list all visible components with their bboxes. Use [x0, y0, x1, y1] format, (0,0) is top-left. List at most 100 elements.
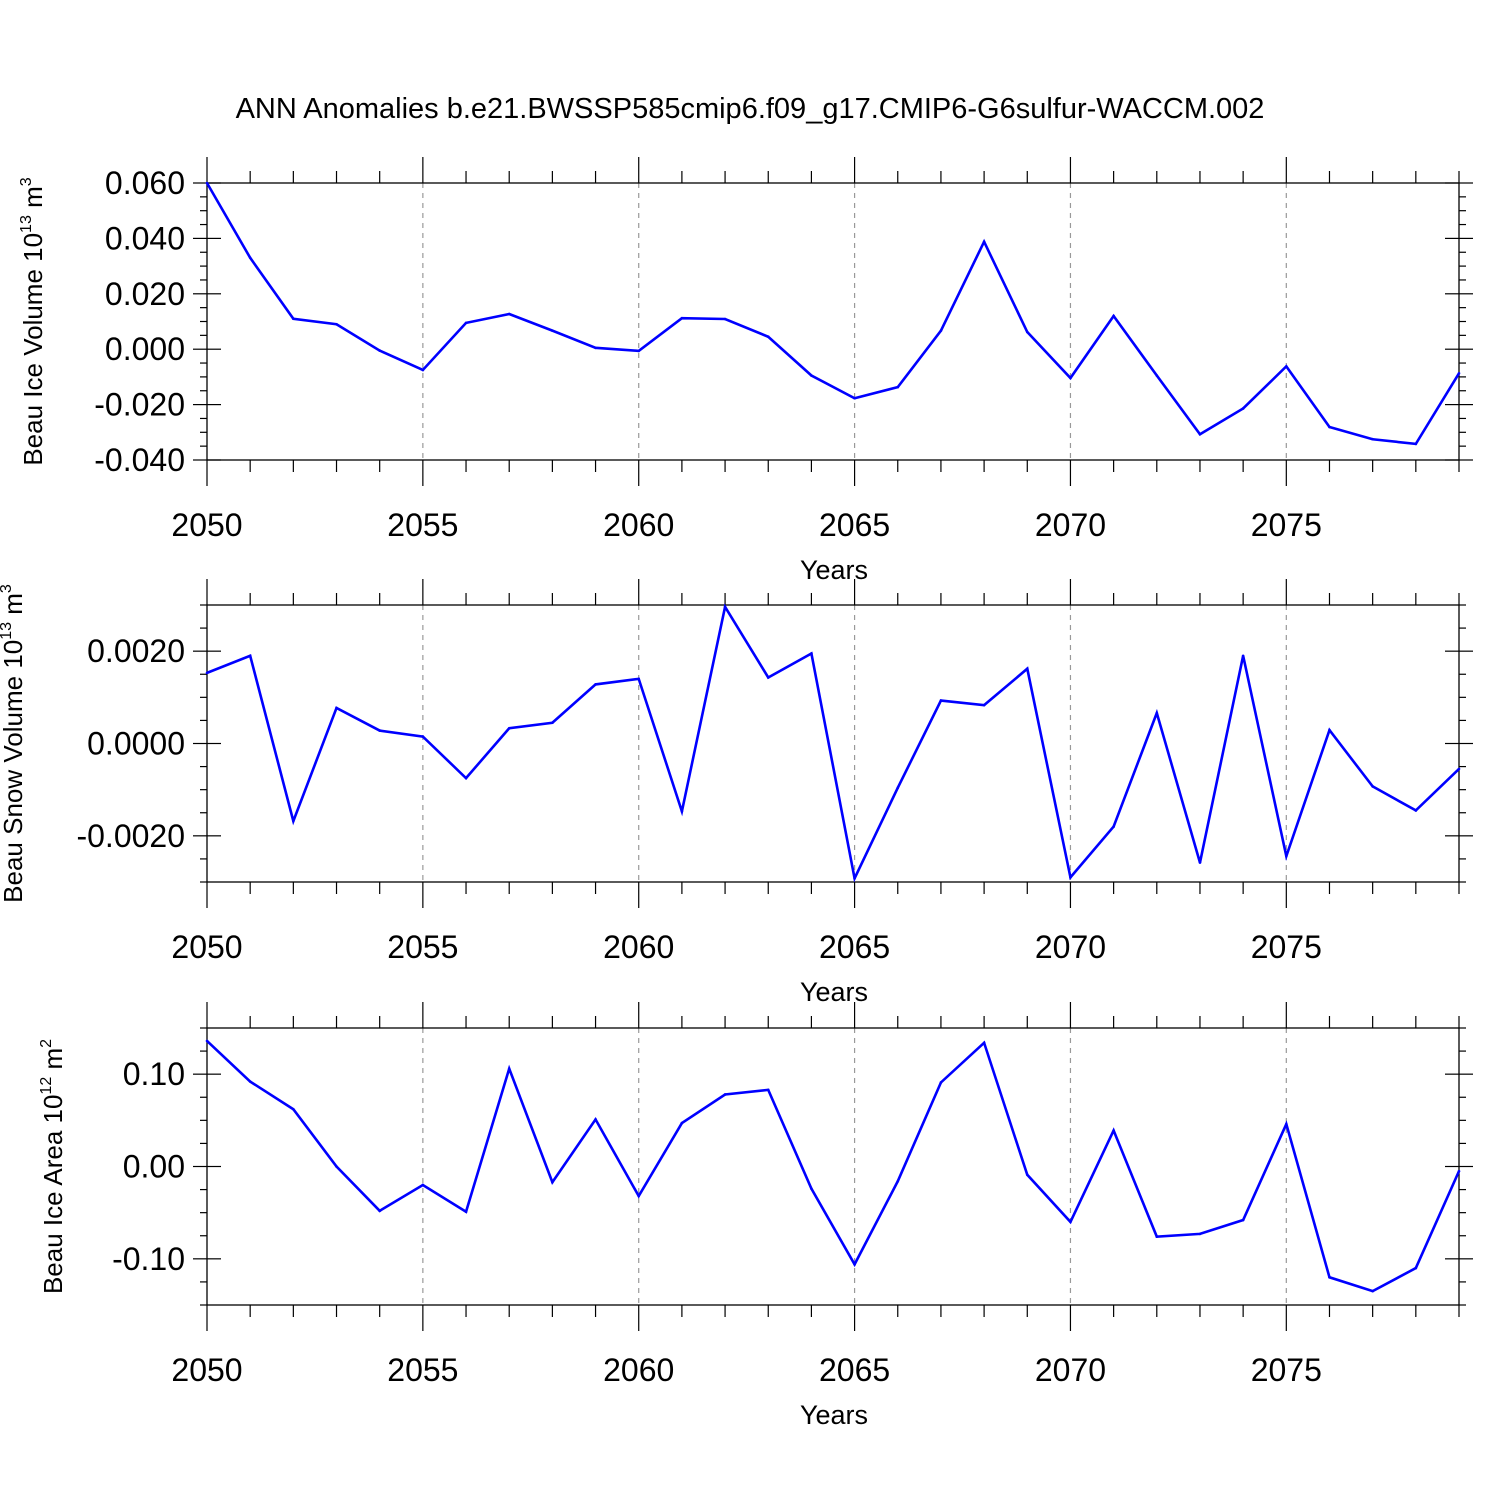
x-tick-label: 2070: [1035, 929, 1106, 965]
data-point: [292, 819, 295, 823]
data-point: [1241, 1218, 1245, 1222]
data-point: [335, 1165, 338, 1168]
x-tick-label: 2070: [1035, 507, 1106, 543]
data-point: [292, 317, 295, 321]
y-axis-label-exponent: 12: [38, 1077, 55, 1095]
data-point: [1457, 371, 1461, 375]
y-axis-label-text: Beau Snow Volume 10: [0, 640, 28, 903]
data-point: [1328, 728, 1331, 732]
x-tick-label: 2055: [387, 507, 458, 543]
data-point: [205, 1039, 209, 1043]
x-axis-label: Years: [800, 555, 868, 585]
data-point: [766, 335, 770, 339]
data-point: [205, 671, 209, 675]
data-point: [507, 312, 511, 316]
data-point: [594, 346, 597, 350]
data-point: [723, 605, 727, 609]
figure-title: ANN Anomalies b.e21.BWSSP585cmip6.f09_g1…: [236, 93, 1265, 125]
data-point: [1414, 1266, 1418, 1270]
data-point: [421, 368, 425, 372]
x-tick-label: 2065: [819, 507, 890, 543]
data-point: [896, 385, 900, 389]
y-tick-label: 0.0020: [87, 633, 185, 669]
data-point: [1069, 876, 1072, 879]
y-tick-label: 0.000: [105, 331, 185, 367]
x-axis-label: Years: [800, 977, 868, 1007]
x-tick-label: 2075: [1251, 929, 1322, 965]
data-point: [421, 735, 425, 738]
data-point: [292, 1107, 295, 1111]
data-point: [896, 786, 900, 790]
data-point: [853, 1263, 856, 1266]
data-point: [205, 181, 209, 185]
data-point: [551, 721, 554, 725]
y-tick-label: 0.0000: [87, 726, 185, 762]
data-point: [810, 374, 813, 377]
y-tick-label: -0.020: [94, 387, 185, 423]
data-point: [853, 877, 856, 880]
data-point: [982, 240, 986, 244]
x-tick-label: 2075: [1251, 507, 1322, 543]
data-point: [723, 317, 727, 321]
data-point: [1414, 442, 1418, 446]
y-axis-label: Beau Snow Volume 1013 m3: [0, 584, 28, 903]
y-axis-label-exponent: 13: [18, 215, 35, 233]
x-tick-label: 2065: [819, 929, 890, 965]
y-tick-label: -0.10: [112, 1241, 185, 1277]
x-tick-label: 2055: [387, 929, 458, 965]
y-axis-label: Beau Ice Area 1012 m2: [38, 1039, 68, 1294]
x-tick-label: 2065: [819, 1352, 890, 1388]
data-point: [335, 322, 338, 326]
x-tick-label: 2050: [171, 507, 242, 543]
data-point: [507, 726, 511, 730]
data-point: [248, 654, 252, 658]
y-axis-label-unit: m: [18, 186, 48, 215]
data-point: [766, 676, 770, 679]
data-point: [1241, 654, 1245, 658]
data-point: [335, 706, 338, 710]
x-tick-label: 2050: [171, 929, 242, 965]
data-point: [982, 1041, 986, 1045]
data-point: [378, 729, 381, 732]
series-line: [205, 182, 1461, 446]
y-tick-label: -0.0020: [76, 818, 185, 854]
data-point: [464, 776, 468, 780]
data-point: [1069, 1220, 1072, 1224]
data-point: [1112, 314, 1115, 318]
data-point: [680, 316, 684, 320]
data-point: [810, 1187, 813, 1190]
data-point: [1371, 1289, 1374, 1293]
data-point: [1198, 1232, 1202, 1236]
y-axis-label-text: Beau Ice Volume 10: [18, 233, 48, 466]
data-point: [1328, 425, 1331, 429]
data-point: [637, 349, 641, 353]
data-point: [680, 1121, 684, 1125]
y-tick-label: 0.10: [123, 1056, 185, 1092]
data-point: [939, 1081, 943, 1084]
data-point: [853, 396, 856, 400]
data-point: [248, 1080, 252, 1083]
y-axis-label-exponent: 13: [0, 622, 15, 640]
data-point: [1285, 1122, 1288, 1126]
data-point: [1241, 407, 1245, 410]
data-point: [1328, 1276, 1331, 1279]
data-point: [507, 1067, 511, 1070]
data-point: [464, 321, 468, 325]
data-point: [637, 677, 641, 681]
data-point: [1457, 1169, 1461, 1173]
data-point: [1198, 432, 1202, 436]
chart-panel-2: 2050 2055 2060 2065 2070 2075 Years -0.0020 0.00…: [0, 579, 1473, 1007]
y-axis-label-unit-exponent: 3: [18, 177, 35, 186]
data-point: [680, 810, 684, 813]
x-tick-label: 2060: [603, 507, 674, 543]
data-point: [1155, 1235, 1159, 1238]
data-point: [421, 1183, 425, 1187]
y-tick-label: 0.00: [123, 1149, 185, 1185]
data-point: [982, 703, 986, 707]
x-tick-label: 2060: [603, 1352, 674, 1388]
y-tick-label: 0.020: [105, 276, 185, 312]
y-axis-label-unit: m: [0, 593, 28, 622]
y-axis-label-unit: m: [38, 1048, 68, 1077]
data-point: [1155, 374, 1159, 377]
